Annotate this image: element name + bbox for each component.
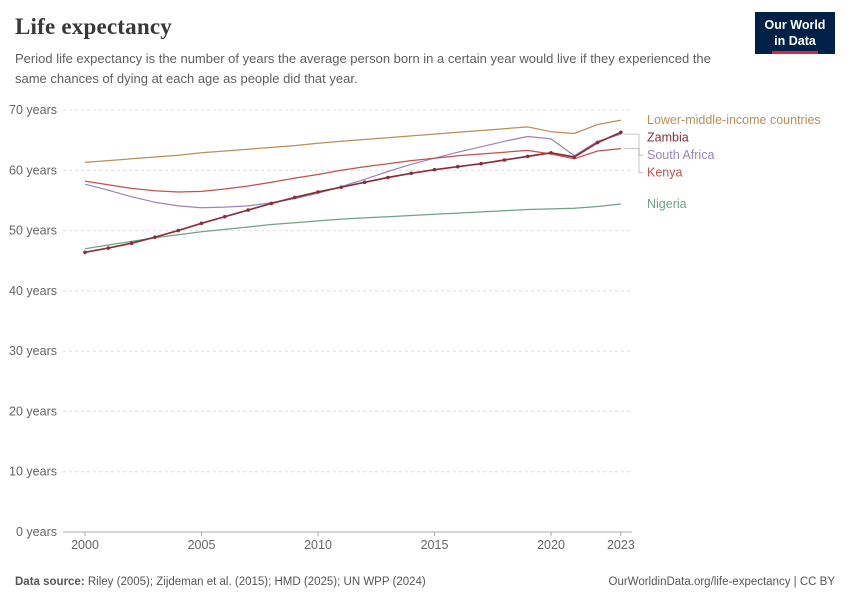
series-line-zambia[interactable] (84, 131, 622, 254)
series-line-nigeria[interactable] (84, 203, 621, 250)
page-title: Life expectancy (15, 14, 172, 39)
label-connector (623, 133, 643, 156)
series-marker-zambia (572, 155, 577, 159)
x-axis-label: 2020 (537, 538, 565, 552)
series-line-south-africa[interactable] (84, 133, 622, 209)
series-label-south-africa[interactable]: South Africa (647, 148, 714, 162)
series-marker-zambia (502, 158, 507, 162)
series-marker-zambia (129, 241, 134, 245)
data-source-label: Data source: (15, 576, 85, 588)
series-marker-zambia (339, 185, 344, 189)
y-axis-label: 30 years (9, 344, 57, 358)
series-marker-zambia (246, 208, 250, 212)
series-marker-zambia (316, 190, 320, 194)
x-axis-label: 2015 (421, 538, 449, 552)
x-axis-label: 2000 (71, 538, 99, 552)
series-marker-zambia (292, 195, 297, 200)
x-axis-label: 2023 (607, 538, 635, 552)
series-label-kenya[interactable]: Kenya (647, 166, 682, 180)
data-source: Data source: Riley (2005); Zijdeman et a… (15, 576, 426, 588)
chart-subtitle: Period life expectancy is the number of … (15, 51, 711, 86)
series-label-zambia[interactable]: Zambia (647, 131, 689, 145)
chart-footer: Data source: Riley (2005); Zijdeman et a… (15, 576, 835, 588)
series-marker-zambia (525, 154, 530, 159)
y-axis-label: 10 years (9, 465, 57, 479)
series-label-nigeria[interactable]: Nigeria (647, 197, 687, 211)
y-axis-label: 40 years (9, 284, 57, 298)
series-marker-zambia (106, 246, 111, 250)
series-marker-zambia (619, 130, 623, 135)
series-marker-zambia (432, 167, 437, 172)
y-axis-label: 20 years (9, 404, 57, 418)
x-axis-label: 2010 (304, 538, 332, 552)
label-connector (623, 148, 643, 174)
series-line-kenya[interactable] (84, 147, 621, 193)
series-marker-zambia (479, 161, 483, 166)
series-line-lower-middle-income-countries[interactable] (84, 119, 622, 164)
line-chart: 0 years 10 years 20 years 30 years 40 years 5… (9, 103, 821, 552)
series-marker-zambia (223, 214, 227, 219)
series-marker-zambia (83, 250, 87, 255)
x-axis-label: 2005 (188, 538, 216, 552)
series-marker-zambia (362, 180, 367, 185)
series-marker-zambia (386, 175, 390, 180)
data-source-text: Riley (2005); Zijdeman et al. (2015); HM… (84, 576, 426, 588)
chart-header: Life expectancy Period life expectancy i… (15, 14, 740, 88)
series-marker-zambia (153, 235, 157, 239)
series-label-lower-middle-income-countries[interactable]: Lower-middle-income countries (647, 113, 821, 127)
y-axis-label: 60 years (9, 163, 57, 177)
y-axis-label: 50 years (9, 224, 57, 238)
series-marker-zambia (269, 201, 274, 206)
logo-line1: Our World (764, 18, 826, 32)
owid-logo[interactable]: Our World in Data (755, 12, 835, 55)
series-marker-zambia (456, 164, 460, 169)
y-axis-label: 0 years (16, 525, 57, 539)
rights-link[interactable]: OurWorldinData.org/life-expectancy | CC … (608, 576, 835, 588)
series-marker-zambia (409, 171, 414, 176)
series-marker-zambia (595, 140, 600, 145)
series-marker-zambia (199, 221, 204, 226)
y-axis-label: 70 years (9, 103, 57, 117)
series-marker-zambia (549, 151, 553, 155)
logo-line2: in Data (772, 34, 818, 55)
series-marker-zambia (176, 228, 180, 233)
